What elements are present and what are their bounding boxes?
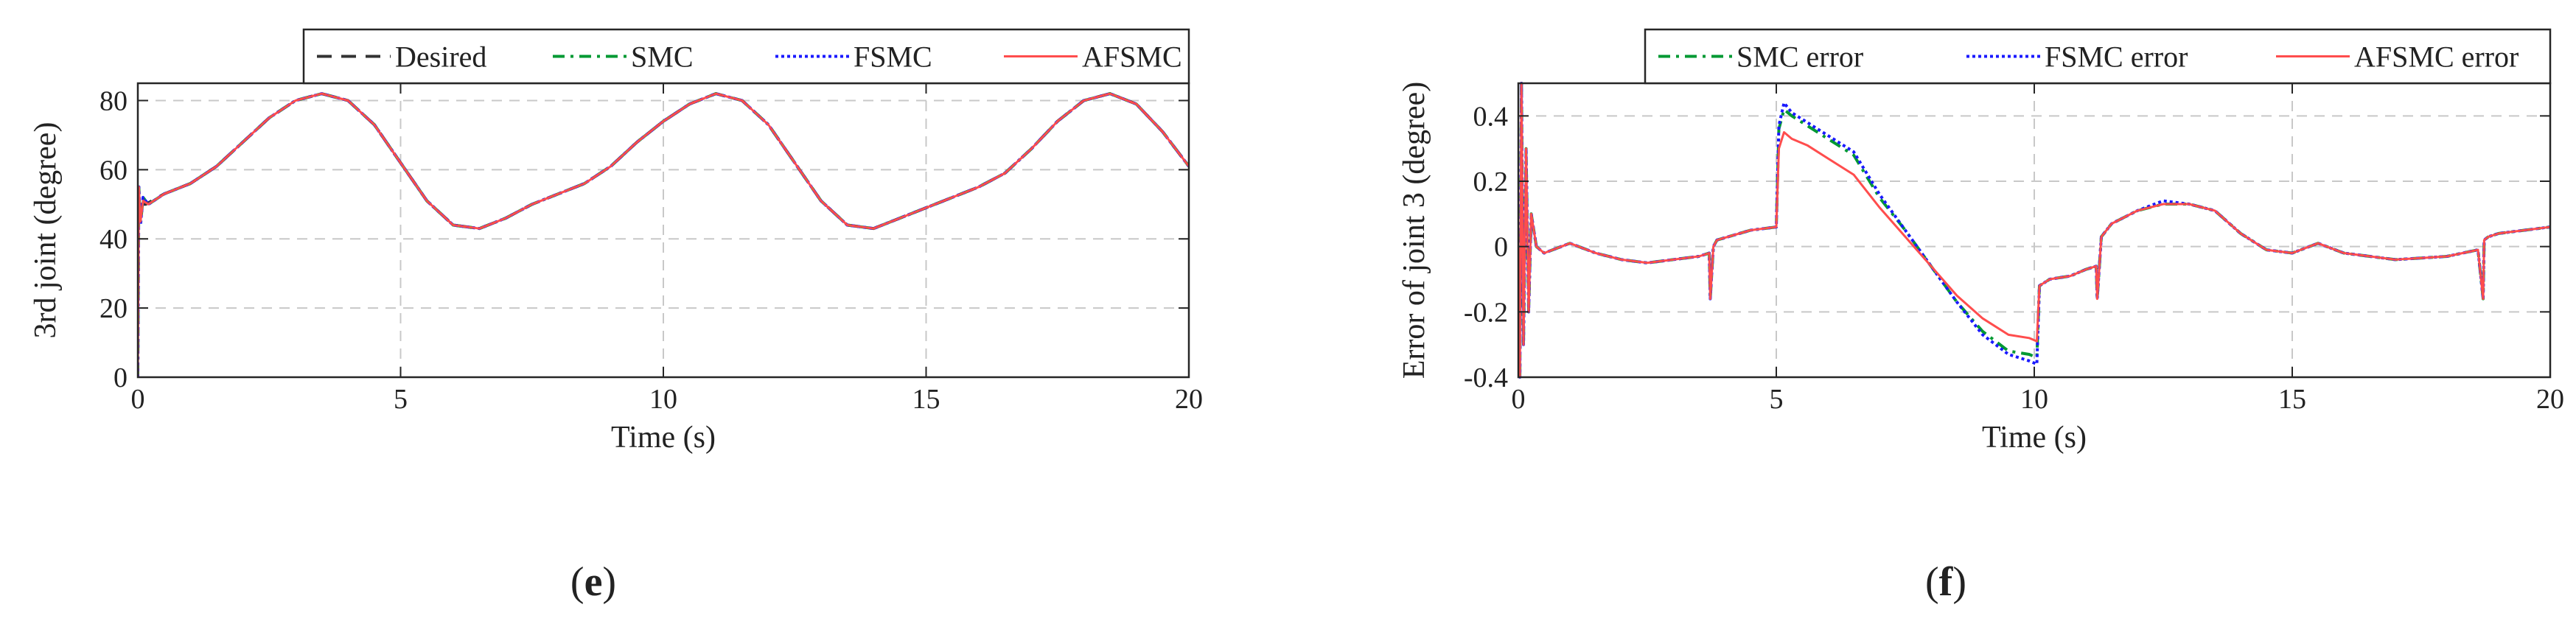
y-tick-label: 0.2: [1473, 166, 1509, 197]
x-tick-label: 10: [649, 384, 677, 415]
y-tick-label: 0: [1494, 232, 1508, 263]
x-tick-label: 20: [2536, 384, 2564, 415]
panel-label: (e): [570, 559, 616, 605]
y-axis-label: 3rd joint (degree): [29, 122, 63, 339]
chart-panel-f: 0 5 10 15 20 -0.4 -0.2 0 0.2 0.4 Time (s) Error of …: [1397, 28, 2564, 605]
panel-label-prefix: (: [1925, 559, 1939, 605]
y-tick-label: 80: [100, 85, 128, 116]
panel-label-suffix: ): [602, 559, 616, 605]
panel-label: (f): [1925, 559, 1966, 605]
legend-label: AFSMC error: [2354, 41, 2519, 74]
x-tick-label: 15: [2278, 384, 2306, 415]
series-line-fsmc-error: [1518, 82, 2550, 379]
legend-label: Desired: [395, 41, 486, 74]
x-axis-label: Time (s): [611, 421, 716, 455]
panel-label-prefix: (: [570, 559, 584, 605]
legend-label: SMC: [631, 41, 694, 74]
x-tick-label: 10: [2020, 384, 2048, 415]
x-tick-label: 20: [1175, 384, 1203, 415]
legend-label: AFSMC: [1082, 41, 1182, 74]
series-group: [1518, 82, 2550, 379]
y-tick-label: 0: [114, 362, 128, 393]
y-axis-label: Error of joint 3 (degree): [1397, 82, 1431, 379]
y-tick-label: 40: [100, 224, 128, 255]
series-line-afsmc: [138, 92, 1189, 378]
legend-label: FSMC: [854, 41, 932, 74]
x-tick-label: 5: [1770, 384, 1784, 415]
y-tick-label: -0.4: [1464, 362, 1508, 393]
x-tick-label: 5: [394, 384, 408, 415]
x-tick-label: 15: [912, 384, 940, 415]
y-tick-label: 60: [100, 155, 128, 186]
panel-label-letter: f: [1939, 559, 1954, 605]
panel-label-suffix: ): [1952, 559, 1966, 605]
series-line-afsmc-error: [1518, 82, 2550, 379]
y-tick-label: -0.2: [1464, 297, 1508, 328]
legend-label: SMC error: [1736, 41, 1863, 74]
x-tick-label: 0: [131, 384, 145, 415]
y-tick-label: 20: [100, 293, 128, 324]
legend-label: FSMC error: [2045, 41, 2188, 74]
legend: Desired SMC FSMC AFSMC: [302, 28, 1190, 85]
chart-panel-e: 0 5 10 15 20 0 20 40 60 80 Time (s) 3rd joint (degr…: [29, 28, 1203, 605]
panel-label-letter: e: [584, 559, 603, 605]
x-tick-label: 0: [1512, 384, 1526, 415]
legend-box: [1644, 28, 2552, 85]
legend: SMC error FSMC error AFSMC error: [1644, 28, 2552, 85]
y-tick-label: 0.4: [1473, 101, 1509, 132]
series-group: [138, 92, 1189, 378]
x-axis-label: Time (s): [1982, 421, 2087, 455]
